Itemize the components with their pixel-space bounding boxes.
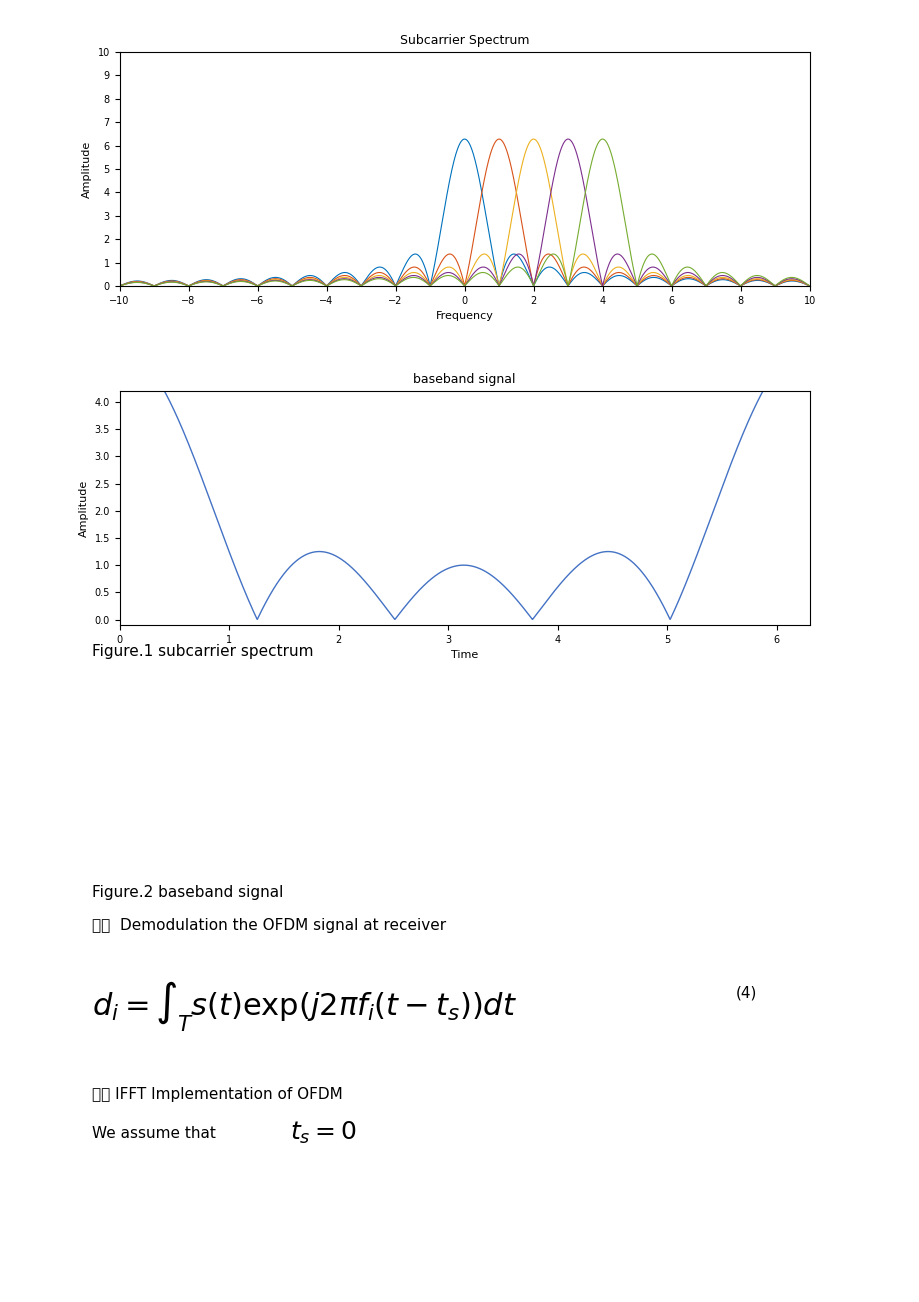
Y-axis label: Amplitude: Amplitude: [79, 479, 89, 536]
Text: Figure.2 baseband signal: Figure.2 baseband signal: [92, 885, 283, 901]
Text: Figure.1 subcarrier spectrum: Figure.1 subcarrier spectrum: [92, 644, 313, 660]
Title: Subcarrier Spectrum: Subcarrier Spectrum: [400, 34, 528, 47]
X-axis label: Time: Time: [450, 650, 478, 660]
Text: $d_i = \int_T s(t)\exp(j2\pi f_i(t-t_s))dt$: $d_i = \int_T s(t)\exp(j2\pi f_i(t-t_s))…: [92, 979, 516, 1034]
Text: $t_s = 0$: $t_s = 0$: [289, 1120, 356, 1146]
Y-axis label: Amplitude: Amplitude: [82, 141, 92, 198]
Title: baseband signal: baseband signal: [413, 372, 516, 385]
Text: We assume that: We assume that: [92, 1126, 221, 1142]
X-axis label: Frequency: Frequency: [436, 311, 493, 322]
Text: 三、 IFFT Implementation of OFDM: 三、 IFFT Implementation of OFDM: [92, 1087, 343, 1103]
Text: 二、  Demodulation the OFDM signal at receiver: 二、 Demodulation the OFDM signal at recei…: [92, 918, 446, 934]
Text: (4): (4): [735, 986, 756, 1001]
